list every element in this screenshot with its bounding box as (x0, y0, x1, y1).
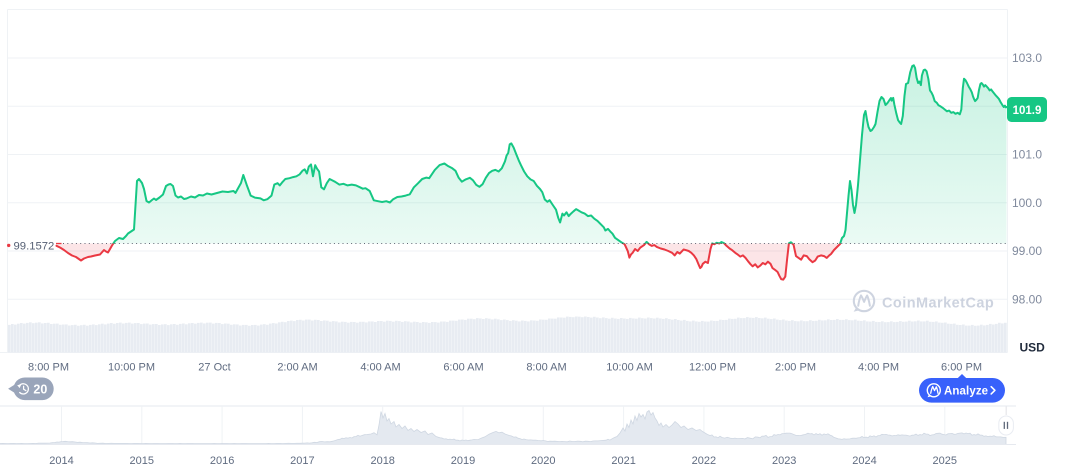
svg-text:8:00 PM: 8:00 PM (28, 362, 69, 374)
svg-text:27 Oct: 27 Oct (198, 362, 230, 374)
svg-text:101.0: 101.0 (1012, 148, 1042, 162)
svg-text:2024: 2024 (852, 455, 876, 467)
svg-text:2019: 2019 (451, 455, 475, 467)
svg-text:4:00 AM: 4:00 AM (360, 362, 400, 374)
svg-text:2018: 2018 (370, 455, 394, 467)
svg-text:2021: 2021 (611, 455, 635, 467)
svg-text:10:00 PM: 10:00 PM (108, 362, 155, 374)
svg-text:8:00 AM: 8:00 AM (526, 362, 566, 374)
svg-text:CoinMarketCap: CoinMarketCap (882, 296, 994, 312)
svg-text:10:00 AM: 10:00 AM (606, 362, 652, 374)
svg-text:12:00 PM: 12:00 PM (689, 362, 736, 374)
svg-text:20: 20 (33, 382, 47, 396)
svg-text:2023: 2023 (772, 455, 796, 467)
svg-text:2014: 2014 (49, 455, 73, 467)
svg-text:2020: 2020 (531, 455, 555, 467)
svg-text:2:00 PM: 2:00 PM (775, 362, 816, 374)
svg-text:2017: 2017 (290, 455, 314, 467)
svg-text:2025: 2025 (933, 455, 957, 467)
svg-text:2015: 2015 (130, 455, 154, 467)
svg-text:2022: 2022 (692, 455, 716, 467)
svg-text:99.00: 99.00 (1012, 244, 1042, 258)
svg-text:99.1572: 99.1572 (14, 240, 55, 252)
svg-text:USD: USD (1020, 341, 1046, 355)
svg-text:2016: 2016 (210, 455, 234, 467)
svg-text:4:00 PM: 4:00 PM (858, 362, 899, 374)
svg-text:100.0: 100.0 (1012, 196, 1042, 210)
svg-text:6:00 AM: 6:00 AM (443, 362, 483, 374)
svg-text:103.0: 103.0 (1012, 51, 1042, 65)
svg-text:6:00 PM: 6:00 PM (941, 362, 982, 374)
svg-text:2:00 AM: 2:00 AM (277, 362, 317, 374)
svg-text:101.9: 101.9 (1013, 105, 1042, 117)
svg-text:Analyze: Analyze (944, 385, 988, 397)
svg-text:98.00: 98.00 (1012, 293, 1042, 307)
